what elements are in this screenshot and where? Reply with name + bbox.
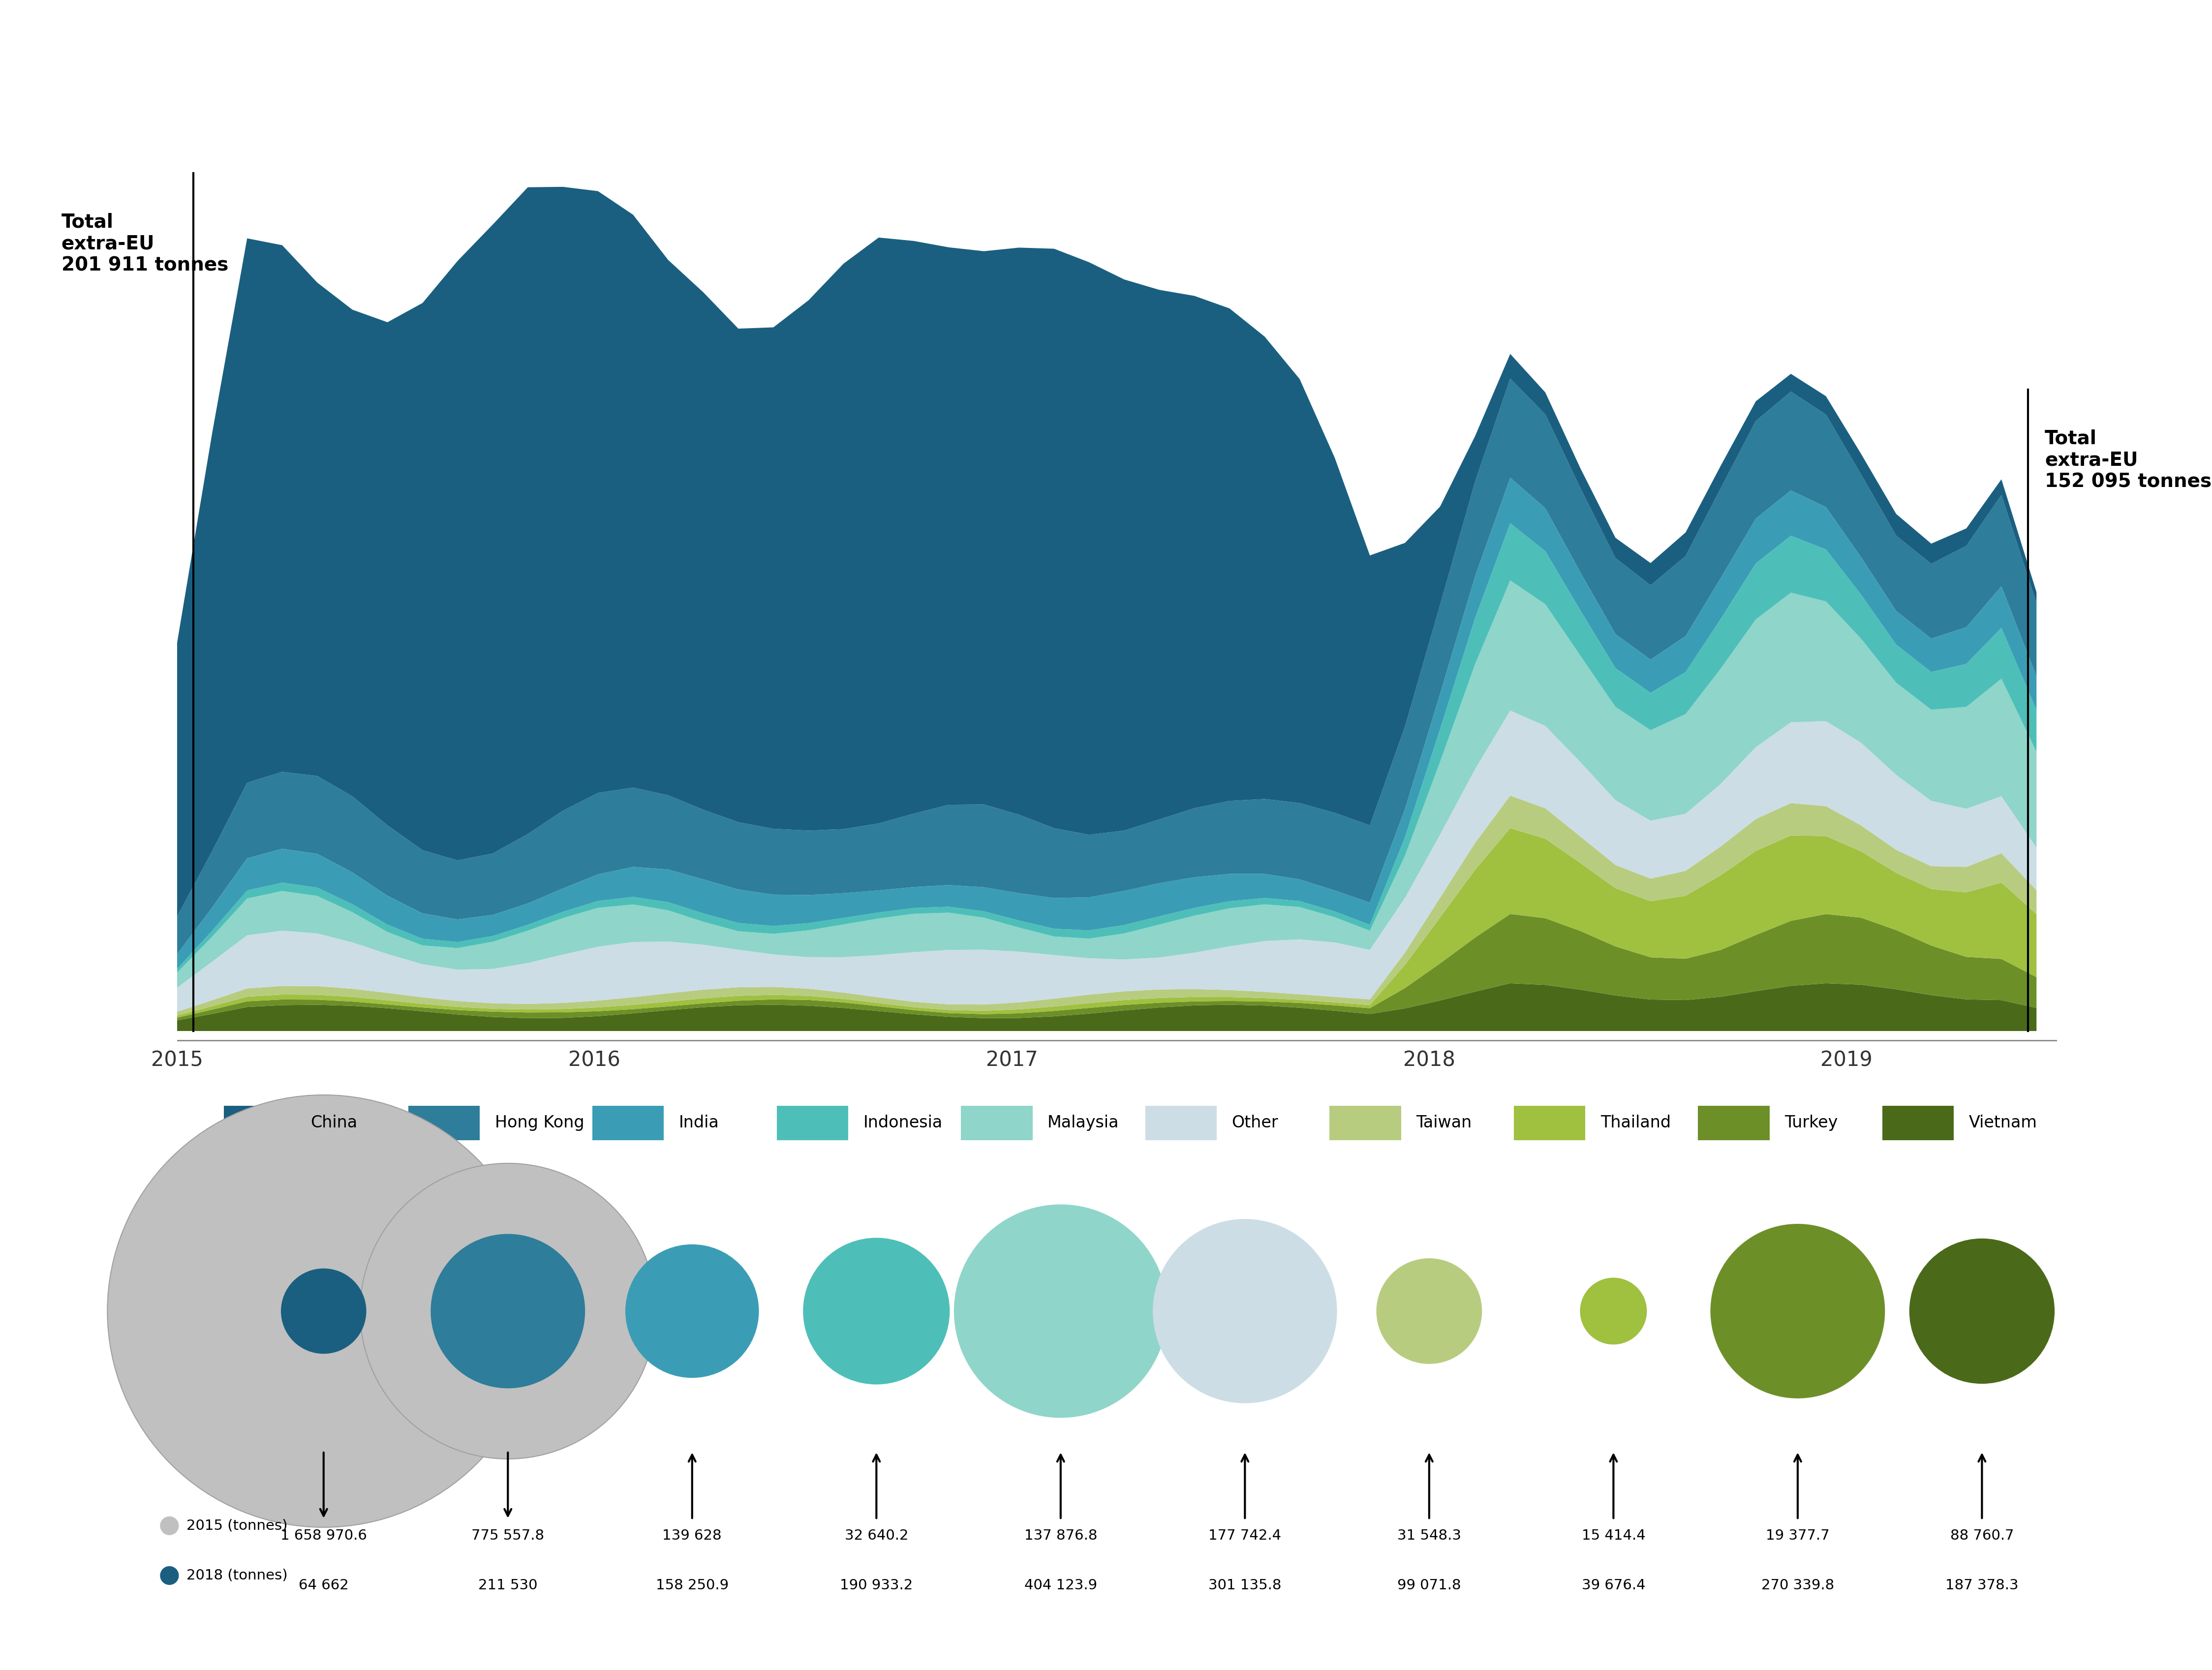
Text: 2015: 2015 <box>150 1050 204 1070</box>
Text: 2018: 2018 <box>1402 1050 1455 1070</box>
Text: 31 548.3: 31 548.3 <box>1398 1528 1462 1543</box>
Text: Indonesia: Indonesia <box>863 1116 942 1131</box>
Text: 177 742.4: 177 742.4 <box>1208 1528 1281 1543</box>
Ellipse shape <box>1909 1239 2055 1384</box>
Ellipse shape <box>431 1234 586 1388</box>
Bar <box>1882 1106 1953 1141</box>
Ellipse shape <box>361 1164 655 1460</box>
Bar <box>776 1106 847 1141</box>
Text: 64 662: 64 662 <box>299 1578 349 1593</box>
Text: 2015 (tonnes): 2015 (tonnes) <box>186 1520 288 1533</box>
Text: Malaysia: Malaysia <box>1048 1116 1119 1131</box>
Text: 32 640.2: 32 640.2 <box>845 1528 909 1543</box>
Bar <box>960 1106 1033 1141</box>
Ellipse shape <box>1710 1224 1885 1398</box>
Bar <box>1146 1106 1217 1141</box>
Text: 2018 (tonnes): 2018 (tonnes) <box>186 1568 288 1583</box>
Text: Turkey: Turkey <box>1785 1116 1838 1131</box>
Text: Thailand: Thailand <box>1599 1116 1670 1131</box>
Text: 211 530: 211 530 <box>478 1578 538 1593</box>
Ellipse shape <box>108 1096 540 1528</box>
Text: 2019: 2019 <box>1820 1050 1874 1070</box>
Ellipse shape <box>159 1566 179 1585</box>
Text: 15 414.4: 15 414.4 <box>1582 1528 1646 1543</box>
Text: 88 760.7: 88 760.7 <box>1951 1528 2013 1543</box>
Ellipse shape <box>1593 1291 1635 1333</box>
Text: 301 135.8: 301 135.8 <box>1208 1578 1281 1593</box>
Bar <box>593 1106 664 1141</box>
Ellipse shape <box>1931 1261 2033 1361</box>
Ellipse shape <box>159 1516 179 1535</box>
Text: Hong Kong: Hong Kong <box>495 1116 584 1131</box>
Ellipse shape <box>1774 1288 1820 1334</box>
Text: 19 377.7: 19 377.7 <box>1765 1528 1829 1543</box>
Text: 139 628: 139 628 <box>661 1528 721 1543</box>
Ellipse shape <box>845 1281 907 1341</box>
Bar <box>223 1106 296 1141</box>
Ellipse shape <box>281 1269 367 1354</box>
Text: Taiwan: Taiwan <box>1416 1116 1471 1131</box>
Text: 2016: 2016 <box>568 1050 619 1070</box>
Text: 1 658 970.6: 1 658 970.6 <box>281 1528 367 1543</box>
Ellipse shape <box>1175 1241 1316 1381</box>
Text: Vietnam: Vietnam <box>1969 1116 2037 1131</box>
Text: 158 250.9: 158 250.9 <box>655 1578 728 1593</box>
Text: China: China <box>310 1116 358 1131</box>
Text: 137 876.8: 137 876.8 <box>1024 1528 1097 1543</box>
Ellipse shape <box>803 1237 949 1384</box>
Bar <box>1329 1106 1400 1141</box>
Ellipse shape <box>1400 1281 1460 1341</box>
Ellipse shape <box>1579 1278 1648 1344</box>
Ellipse shape <box>953 1204 1168 1418</box>
Ellipse shape <box>630 1249 754 1374</box>
Bar <box>1699 1106 1770 1141</box>
Text: 775 557.8: 775 557.8 <box>471 1528 544 1543</box>
Ellipse shape <box>626 1244 759 1378</box>
Text: 404 123.9: 404 123.9 <box>1024 1578 1097 1593</box>
Ellipse shape <box>1376 1258 1482 1364</box>
Text: Total
extra-EU
152 095 tonnes: Total extra-EU 152 095 tonnes <box>2044 429 2212 491</box>
Text: Total
extra-EU
201 911 tonnes: Total extra-EU 201 911 tonnes <box>62 214 228 276</box>
Text: 187 378.3: 187 378.3 <box>1944 1578 2020 1593</box>
Text: India: India <box>679 1116 719 1131</box>
Text: 190 933.2: 190 933.2 <box>841 1578 914 1593</box>
Bar <box>409 1106 480 1141</box>
Ellipse shape <box>1152 1219 1336 1403</box>
Bar <box>1513 1106 1586 1141</box>
Text: 270 339.8: 270 339.8 <box>1761 1578 1834 1593</box>
Text: 2017: 2017 <box>987 1050 1037 1070</box>
Text: 99 071.8: 99 071.8 <box>1398 1578 1462 1593</box>
Ellipse shape <box>998 1249 1124 1373</box>
Text: Other: Other <box>1232 1116 1279 1131</box>
Text: 39 676.4: 39 676.4 <box>1582 1578 1646 1593</box>
